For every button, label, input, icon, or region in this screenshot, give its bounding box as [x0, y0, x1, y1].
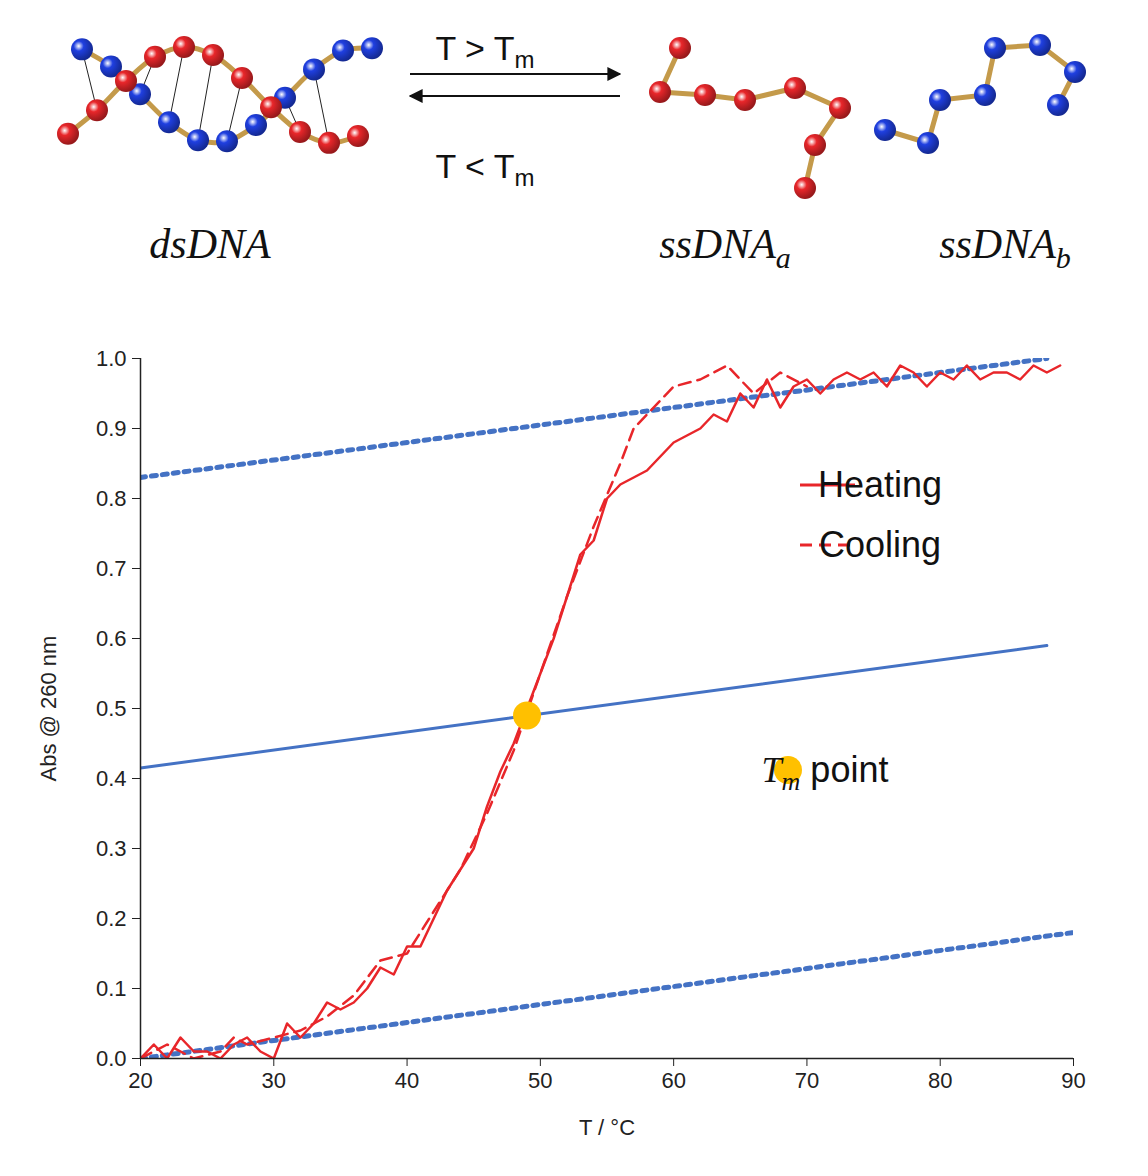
svg-text:20: 20	[128, 1068, 152, 1093]
svg-text:30: 30	[262, 1068, 286, 1093]
svg-text:90: 90	[1061, 1068, 1085, 1093]
svg-text:T / °C: T / °C	[579, 1115, 635, 1140]
svg-text:0.2: 0.2	[96, 906, 127, 931]
svg-text:0.1: 0.1	[96, 976, 127, 1001]
svg-text:Cooling: Cooling	[819, 524, 941, 565]
svg-text:0.7: 0.7	[96, 556, 127, 581]
svg-text:0.8: 0.8	[96, 486, 127, 511]
svg-text:0.3: 0.3	[96, 836, 127, 861]
svg-text:Tm point: Tm point	[762, 749, 889, 796]
svg-text:T < Tm: T < Tm	[435, 147, 534, 191]
svg-text:0.0: 0.0	[96, 1046, 127, 1071]
svg-text:0.9: 0.9	[96, 416, 127, 441]
svg-text:40: 40	[395, 1068, 419, 1093]
svg-text:dsDNA: dsDNA	[149, 221, 271, 267]
svg-text:T > Tm: T > Tm	[435, 29, 534, 73]
svg-text:0.4: 0.4	[96, 766, 127, 791]
svg-text:Abs @ 260 nm: Abs @ 260 nm	[36, 636, 61, 782]
svg-text:ssDNAa: ssDNAa	[659, 221, 791, 274]
svg-text:ssDNAb: ssDNAb	[939, 221, 1071, 274]
svg-text:1.0: 1.0	[96, 346, 127, 371]
svg-text:60: 60	[661, 1068, 685, 1093]
svg-text:0.6: 0.6	[96, 626, 127, 651]
svg-text:70: 70	[795, 1068, 819, 1093]
svg-text:50: 50	[528, 1068, 552, 1093]
svg-text:80: 80	[928, 1068, 952, 1093]
svg-text:Heating: Heating	[818, 464, 942, 505]
svg-text:0.5: 0.5	[96, 696, 127, 721]
